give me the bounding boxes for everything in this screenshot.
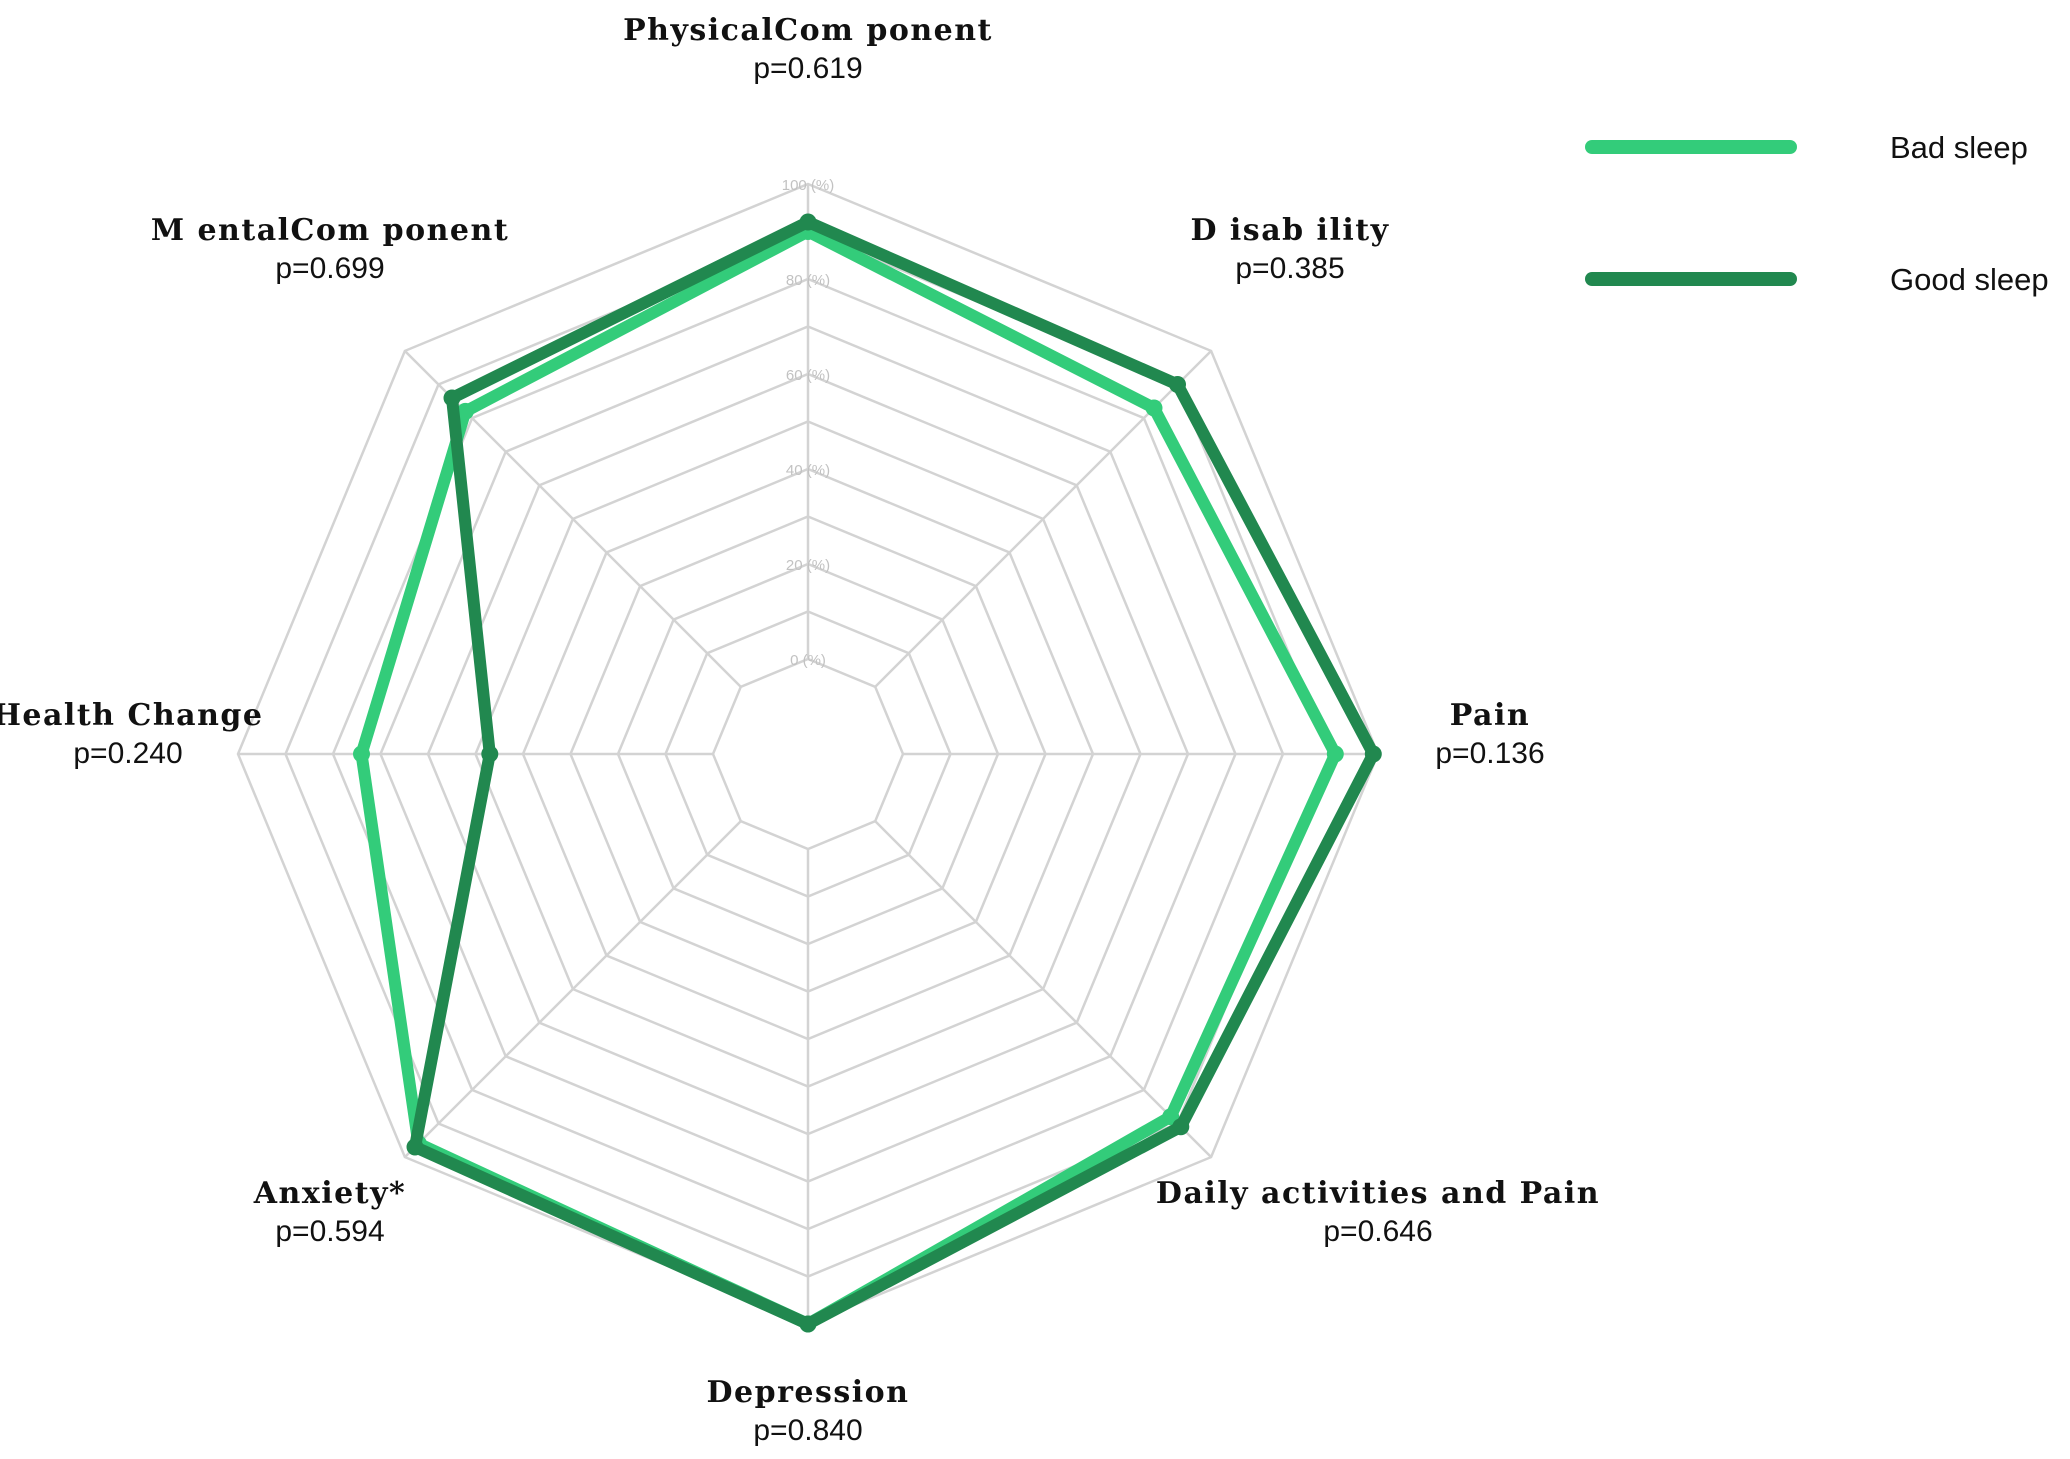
radar-grid: [236, 182, 1380, 1326]
legend: Bad sleep Good sleep: [1585, 130, 2049, 297]
axis-label: Daily activities and Pain p=0.646: [1156, 1176, 1600, 1248]
data-point: [799, 213, 817, 231]
axis-p-value: p=0.385: [1235, 252, 1344, 285]
data-point: [1169, 376, 1186, 393]
data-point: [353, 745, 370, 763]
grid-spoke: [404, 820, 742, 1158]
axis-labels: PhysicalCom ponent p=0.619 D isab ility p=0…: [0, 13, 1600, 1447]
data-point: [456, 402, 474, 420]
axis-p-value: p=0.594: [275, 1215, 384, 1248]
radial-tick-label: 0 (%): [790, 652, 826, 669]
series-good-sleep: [406, 213, 1382, 1333]
axis-name: Pain: [1450, 698, 1530, 733]
axis-p-value: p=0.840: [753, 1414, 862, 1447]
axis-name: PhysicalCom ponent: [623, 13, 993, 48]
axis-label: Health Change p=0.240: [0, 698, 263, 770]
radial-tick-labels: 0 (%) 20 (%) 40 (%) 60 (%) 80 (%) 100 (%): [782, 177, 835, 669]
legend-label: Good sleep: [1890, 262, 2049, 297]
data-point: [481, 745, 499, 763]
data-point: [1145, 399, 1163, 417]
axis-p-value: p=0.699: [275, 252, 384, 285]
axis-p-value: p=0.240: [73, 737, 182, 770]
legend-item: Bad sleep: [1585, 130, 2028, 165]
axis-name: D isab ility: [1190, 213, 1389, 248]
axis-label: Anxiety* p=0.594: [253, 1176, 406, 1248]
grid-ring: [711, 657, 905, 851]
legend-item: Good sleep: [1585, 262, 2049, 297]
axis-p-value: p=0.646: [1323, 1215, 1432, 1248]
axis-label: Pain p=0.136: [1435, 698, 1544, 770]
data-point: [443, 389, 461, 407]
radial-tick-label: 40 (%): [786, 462, 830, 479]
axis-p-value: p=0.136: [1435, 737, 1544, 770]
data-series: [353, 213, 1382, 1333]
axis-p-value: p=0.619: [753, 52, 862, 85]
radial-tick-label: 80 (%): [786, 272, 830, 289]
axis-label: D isab ility p=0.385: [1190, 213, 1389, 285]
data-point: [1326, 745, 1344, 763]
data-point: [799, 1315, 817, 1333]
grid-spoke: [874, 820, 1212, 1158]
axis-name: Daily activities and Pain: [1156, 1176, 1600, 1211]
data-point: [406, 1138, 424, 1156]
data-point: [1172, 1118, 1190, 1136]
axis-name: Health Change: [0, 698, 263, 733]
legend-label: Bad sleep: [1890, 130, 2028, 165]
data-point: [1364, 745, 1382, 763]
axis-name: M entalCom ponent: [151, 213, 509, 248]
radial-tick-label: 100 (%): [782, 177, 835, 194]
axis-label: M entalCom ponent p=0.699: [151, 213, 509, 285]
radial-tick-label: 20 (%): [786, 557, 830, 574]
axis-label: Depression p=0.840: [707, 1375, 910, 1447]
axis-label: PhysicalCom ponent p=0.619: [623, 13, 993, 85]
radial-tick-label: 60 (%): [786, 367, 830, 384]
axis-name: Depression: [707, 1375, 910, 1410]
axis-name: Anxiety*: [253, 1176, 406, 1211]
